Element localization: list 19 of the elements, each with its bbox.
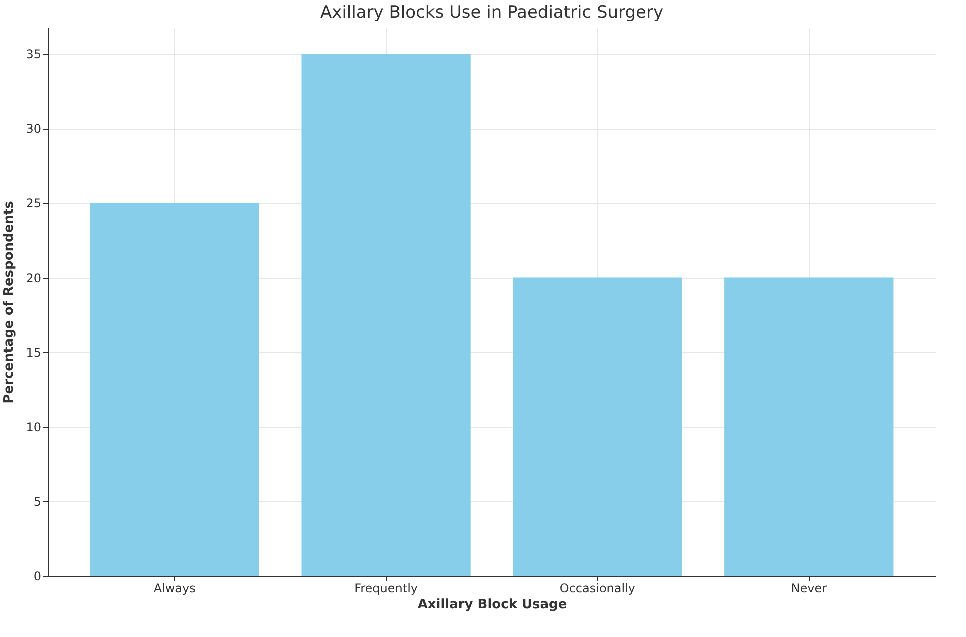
y-axis-title: Percentage of Respondents: [2, 200, 18, 404]
y-tick-label: 15: [26, 346, 42, 360]
chart-title: Axillary Blocks Use in Paediatric Surgery: [320, 3, 664, 23]
y-tick-label: 20: [26, 271, 42, 286]
x-tick-label: Frequently: [354, 582, 418, 596]
bar: [90, 203, 260, 576]
bar: [302, 54, 471, 576]
x-tick-label: Always: [154, 582, 196, 596]
bar: [513, 278, 682, 576]
y-tick-label: 5: [34, 494, 42, 509]
x-tick-label: Occasionally: [560, 582, 636, 596]
y-tick-label: 30: [26, 122, 42, 136]
y-tick-label: 25: [26, 196, 42, 211]
y-tick-label: 10: [26, 420, 42, 434]
x-tick-label: Never: [791, 582, 828, 596]
x-axis-title: Axillary Block Usage: [418, 598, 568, 612]
y-tick-label: 35: [26, 48, 42, 62]
y-tick-label: 0: [34, 570, 42, 584]
bar: [724, 278, 894, 576]
